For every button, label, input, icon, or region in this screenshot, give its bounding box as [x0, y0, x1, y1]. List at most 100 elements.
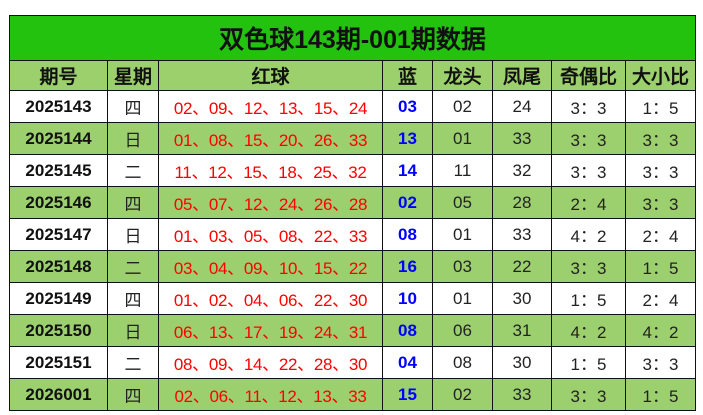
- cell-first-number: 06: [432, 314, 493, 347]
- cell-weekday: 日: [107, 314, 159, 347]
- cell-blue-ball: 13: [382, 122, 433, 155]
- header-first-number: 龙头: [432, 60, 493, 91]
- cell-issue: 2025143: [9, 90, 108, 123]
- cell-issue: 2025146: [9, 186, 108, 219]
- cell-blue-ball: 08: [382, 218, 433, 251]
- cell-weekday: 二: [107, 154, 159, 187]
- cell-last-number: 30: [492, 282, 552, 315]
- header-weekday: 星期: [107, 60, 159, 91]
- cell-odd-even-ratio: 4：2: [551, 314, 626, 347]
- cell-odd-even-ratio: 3：3: [551, 122, 626, 155]
- cell-weekday: 二: [107, 250, 159, 283]
- cell-big-small-ratio: 4：2: [625, 314, 696, 347]
- cell-first-number: 02: [432, 90, 493, 123]
- cell-red-balls: 03、04、09、10、15、22: [158, 250, 383, 283]
- table-row: 2025145 二 11、12、15、18、25、32 14 11 32 3：3 3：3: [9, 154, 696, 187]
- cell-last-number: 33: [492, 218, 552, 251]
- cell-red-balls: 05、07、12、24、26、28: [158, 186, 383, 219]
- cell-odd-even-ratio: 3：3: [551, 154, 626, 187]
- cell-last-number: 24: [492, 90, 552, 123]
- cell-red-balls: 02、09、12、13、15、24: [158, 90, 383, 123]
- cell-big-small-ratio: 3：3: [625, 186, 696, 219]
- table-row: 2025143 四 02、09、12、13、15、24 03 02 24 3：3 1：5: [9, 90, 696, 123]
- cell-big-small-ratio: 1：5: [625, 250, 696, 283]
- cell-blue-ball: 14: [382, 154, 433, 187]
- table-title: 双色球143期-001期数据: [9, 15, 696, 61]
- cell-big-small-ratio: 2：4: [625, 218, 696, 251]
- cell-first-number: 11: [432, 154, 493, 187]
- cell-red-balls: 01、08、15、20、26、33: [158, 122, 383, 155]
- cell-odd-even-ratio: 2：4: [551, 186, 626, 219]
- cell-big-small-ratio: 3：3: [625, 154, 696, 187]
- cell-last-number: 31: [492, 314, 552, 347]
- cell-issue: 2025149: [9, 282, 108, 315]
- cell-red-balls: 02、06、11、12、13、33: [158, 378, 383, 411]
- cell-weekday: 二: [107, 346, 159, 379]
- cell-red-balls: 08、09、14、22、28、30: [158, 346, 383, 379]
- cell-last-number: 33: [492, 122, 552, 155]
- cell-first-number: 08: [432, 346, 493, 379]
- cell-blue-ball: 02: [382, 186, 433, 219]
- header-row: 期号 星期 红球蓝龙头 凤尾 奇偶比 大小比: [9, 60, 696, 91]
- cell-weekday: 四: [107, 90, 159, 123]
- cell-big-small-ratio: 3：3: [625, 122, 696, 155]
- cell-odd-even-ratio: 4：2: [551, 218, 626, 251]
- cell-blue-ball: 04: [382, 346, 433, 379]
- cell-odd-even-ratio: 1：5: [551, 346, 626, 379]
- header-last-number: 凤尾: [492, 60, 552, 91]
- cell-blue-ball: 08: [382, 314, 433, 347]
- cell-big-small-ratio: 1：5: [625, 378, 696, 411]
- header-red-balls: 红球: [158, 60, 383, 91]
- cell-weekday: 日: [107, 218, 159, 251]
- header-issue: 期号: [9, 60, 108, 91]
- table-row: 2025148 二 03、04、09、10、15、22 16 03 22 3：3 1：5: [9, 250, 696, 283]
- table-row: 2025144 日 01、08、15、20、26、33 13 01 33 3：3 3：3: [9, 122, 696, 155]
- cell-weekday: 四: [107, 186, 159, 219]
- cell-weekday: 四: [107, 378, 159, 411]
- cell-weekday: 日: [107, 122, 159, 155]
- cell-red-balls: 01、03、05、08、22、33: [158, 218, 383, 251]
- cell-blue-ball: 10: [382, 282, 433, 315]
- cell-issue: 2025147: [9, 218, 108, 251]
- cell-first-number: 01: [432, 282, 493, 315]
- table-row: 2026001 四 02、06、11、12、13、33 15 02 33 3：3 1：5: [9, 378, 696, 411]
- cell-issue: 2026001: [9, 378, 108, 411]
- cell-issue: 2025150: [9, 314, 108, 347]
- cell-first-number: 01: [432, 218, 493, 251]
- cell-blue-ball: 03: [382, 90, 433, 123]
- header-blue-ball: 蓝: [382, 60, 433, 91]
- cell-issue: 2025151: [9, 346, 108, 379]
- cell-issue: 2025144: [9, 122, 108, 155]
- table-row: 2025149 四 01、02、04、06、22、30 10 01 30 1：5 2：4: [9, 282, 696, 315]
- cell-last-number: 22: [492, 250, 552, 283]
- cell-first-number: 05: [432, 186, 493, 219]
- cell-blue-ball: 16: [382, 250, 433, 283]
- table-row: 2025151 二 08、09、14、22、28、30 04 08 30 1：5 3：3: [9, 346, 696, 379]
- table-row: 2025147 日 01、03、05、08、22、33 08 01 33 4：2 2：4: [9, 218, 696, 251]
- cell-issue: 2025145: [9, 154, 108, 187]
- cell-last-number: 28: [492, 186, 552, 219]
- lottery-table: 双色球143期-001期数据 期号 星期 红球蓝龙头 凤尾 奇偶比 大小比 2025143…: [9, 15, 696, 411]
- table-row: 2025146 四 05、07、12、24、26、28 02 05 28 2：4 3：3: [9, 186, 696, 219]
- header-big-small-ratio: 大小比: [625, 60, 696, 91]
- cell-odd-even-ratio: 3：3: [551, 90, 626, 123]
- cell-red-balls: 01、02、04、06、22、30: [158, 282, 383, 315]
- cell-weekday: 四: [107, 282, 159, 315]
- cell-blue-ball: 15: [382, 378, 433, 411]
- cell-big-small-ratio: 1：5: [625, 90, 696, 123]
- cell-big-small-ratio: 3：3: [625, 346, 696, 379]
- cell-big-small-ratio: 2：4: [625, 282, 696, 315]
- cell-last-number: 33: [492, 378, 552, 411]
- cell-first-number: 02: [432, 378, 493, 411]
- header-odd-even-ratio: 奇偶比: [551, 60, 626, 91]
- cell-first-number: 01: [432, 122, 493, 155]
- cell-red-balls: 11、12、15、18、25、32: [158, 154, 383, 187]
- cell-odd-even-ratio: 1：5: [551, 282, 626, 315]
- cell-last-number: 30: [492, 346, 552, 379]
- cell-issue: 2025148: [9, 250, 108, 283]
- cell-odd-even-ratio: 3：3: [551, 250, 626, 283]
- cell-last-number: 32: [492, 154, 552, 187]
- table-row: 2025150 日 06、13、17、19、24、31 08 06 31 4：2 4：2: [9, 314, 696, 347]
- cell-first-number: 03: [432, 250, 493, 283]
- cell-odd-even-ratio: 3：3: [551, 378, 626, 411]
